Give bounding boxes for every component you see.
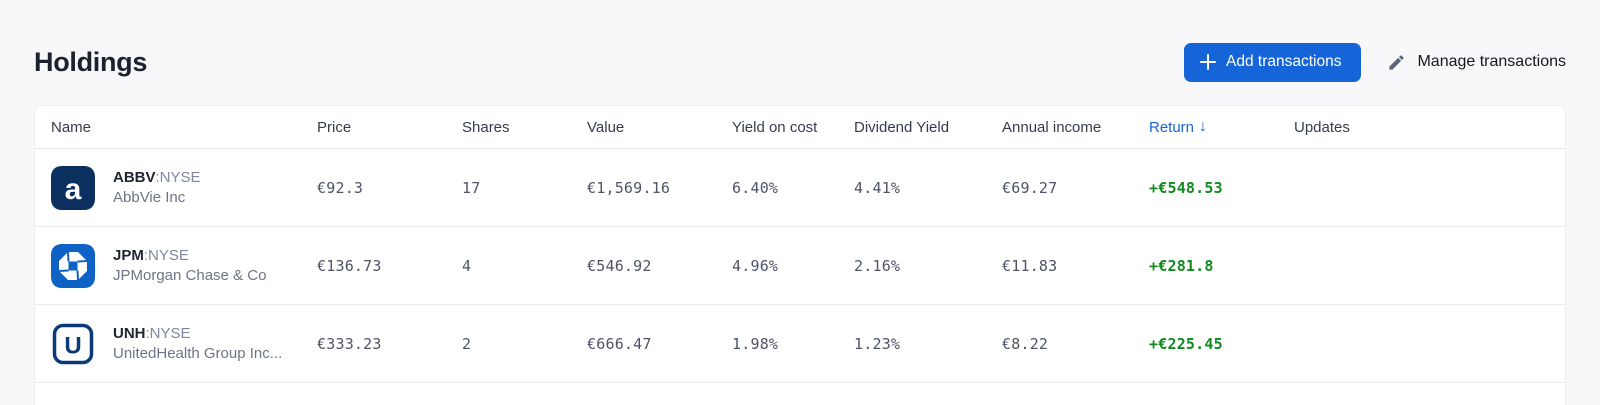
column-header-dividend-yield[interactable]: Dividend Yield bbox=[854, 118, 950, 136]
column-header-value[interactable]: Value bbox=[587, 118, 625, 136]
price-cell: €333.23 bbox=[317, 334, 382, 353]
return-header-label: Return bbox=[1149, 118, 1195, 136]
return-cell: +€548.53 bbox=[1149, 178, 1223, 197]
shares-cell: 2 bbox=[462, 334, 472, 353]
shares-cell: 4 bbox=[462, 256, 472, 275]
column-header-annual-income[interactable]: Annual income bbox=[1002, 118, 1102, 136]
header-actions: Add transactions Manage transactions bbox=[1184, 42, 1566, 82]
manage-transactions-button[interactable]: Manage transactions bbox=[1387, 53, 1566, 72]
column-header-name[interactable]: Name bbox=[51, 118, 92, 136]
manage-transactions-label: Manage transactions bbox=[1417, 53, 1566, 70]
abbvie-logo: a bbox=[51, 165, 95, 210]
svg-text:U: U bbox=[64, 332, 81, 359]
name-cell: U UNH:NYSE UnitedHealth Group Inc... bbox=[51, 321, 317, 366]
plus-icon bbox=[1200, 54, 1216, 70]
annual-income-cell: €11.83 bbox=[1002, 256, 1058, 275]
add-transactions-label: Add transactions bbox=[1226, 53, 1342, 70]
exchange: :NYSE bbox=[143, 247, 189, 264]
annual-income-cell: €8.22 bbox=[1002, 334, 1049, 353]
company-name: UnitedHealth Group Inc... bbox=[113, 345, 283, 362]
table-row[interactable]: a ABBV:NYSE AbbVie Inc €92.3 17 €1,569.1… bbox=[35, 149, 1565, 227]
name-cell: a ABBV:NYSE AbbVie Inc bbox=[51, 165, 317, 210]
jpmorgan-logo bbox=[51, 243, 95, 288]
yield-on-cost-cell: 6.40% bbox=[732, 178, 779, 197]
sort-desc-arrow-icon: ↓ bbox=[1199, 118, 1208, 135]
holdings-table: Name Price Shares Value Yield on cost Di… bbox=[34, 105, 1566, 405]
partial-next-row bbox=[35, 383, 1565, 396]
column-header-return[interactable]: Return ↓ bbox=[1149, 119, 1294, 136]
table-header-row: Name Price Shares Value Yield on cost Di… bbox=[35, 106, 1565, 149]
exchange: :NYSE bbox=[145, 325, 191, 342]
pencil-icon bbox=[1387, 53, 1406, 72]
page-header: Holdings Add transactions Manage transac… bbox=[34, 38, 1566, 86]
return-cell: +€281.8 bbox=[1149, 256, 1214, 275]
ticker: JPM bbox=[113, 247, 144, 264]
dividend-yield-cell: 4.41% bbox=[854, 178, 901, 197]
name-lines: JPM:NYSE JPMorgan Chase & Co bbox=[113, 247, 266, 284]
value-cell: €546.92 bbox=[587, 256, 652, 275]
price-cell: €136.73 bbox=[317, 256, 382, 275]
yield-on-cost-cell: 1.98% bbox=[732, 334, 779, 353]
shares-cell: 17 bbox=[462, 178, 481, 197]
table-row[interactable]: JPM:NYSE JPMorgan Chase & Co €136.73 4 €… bbox=[35, 227, 1565, 305]
value-cell: €666.47 bbox=[587, 334, 652, 353]
column-header-price[interactable]: Price bbox=[317, 118, 352, 136]
table-row[interactable]: U UNH:NYSE UnitedHealth Group Inc... €33… bbox=[35, 305, 1565, 383]
value-cell: €1,569.16 bbox=[587, 178, 671, 197]
svg-text:a: a bbox=[65, 173, 82, 206]
dividend-yield-cell: 2.16% bbox=[854, 256, 901, 275]
company-name: JPMorgan Chase & Co bbox=[113, 267, 267, 284]
price-cell: €92.3 bbox=[317, 178, 364, 197]
name-lines: UNH:NYSE UnitedHealth Group Inc... bbox=[113, 325, 282, 362]
return-cell: +€225.45 bbox=[1149, 334, 1223, 353]
dividend-yield-cell: 1.23% bbox=[854, 334, 901, 353]
annual-income-cell: €69.27 bbox=[1002, 178, 1058, 197]
unh-logo: U bbox=[51, 321, 95, 366]
company-name: AbbVie Inc bbox=[113, 189, 186, 206]
ticker: ABBV bbox=[113, 169, 156, 186]
column-header-updates[interactable]: Updates bbox=[1294, 118, 1350, 136]
yield-on-cost-cell: 4.96% bbox=[732, 256, 779, 275]
name-lines: ABBV:NYSE AbbVie Inc bbox=[113, 169, 201, 206]
add-transactions-button[interactable]: Add transactions bbox=[1184, 42, 1362, 82]
column-header-yield-on-cost[interactable]: Yield on cost bbox=[732, 118, 818, 136]
page-title: Holdings bbox=[34, 46, 148, 77]
name-cell: JPM:NYSE JPMorgan Chase & Co bbox=[51, 243, 317, 288]
exchange: :NYSE bbox=[155, 169, 201, 186]
ticker: UNH bbox=[113, 325, 146, 342]
column-header-shares[interactable]: Shares bbox=[462, 118, 510, 136]
